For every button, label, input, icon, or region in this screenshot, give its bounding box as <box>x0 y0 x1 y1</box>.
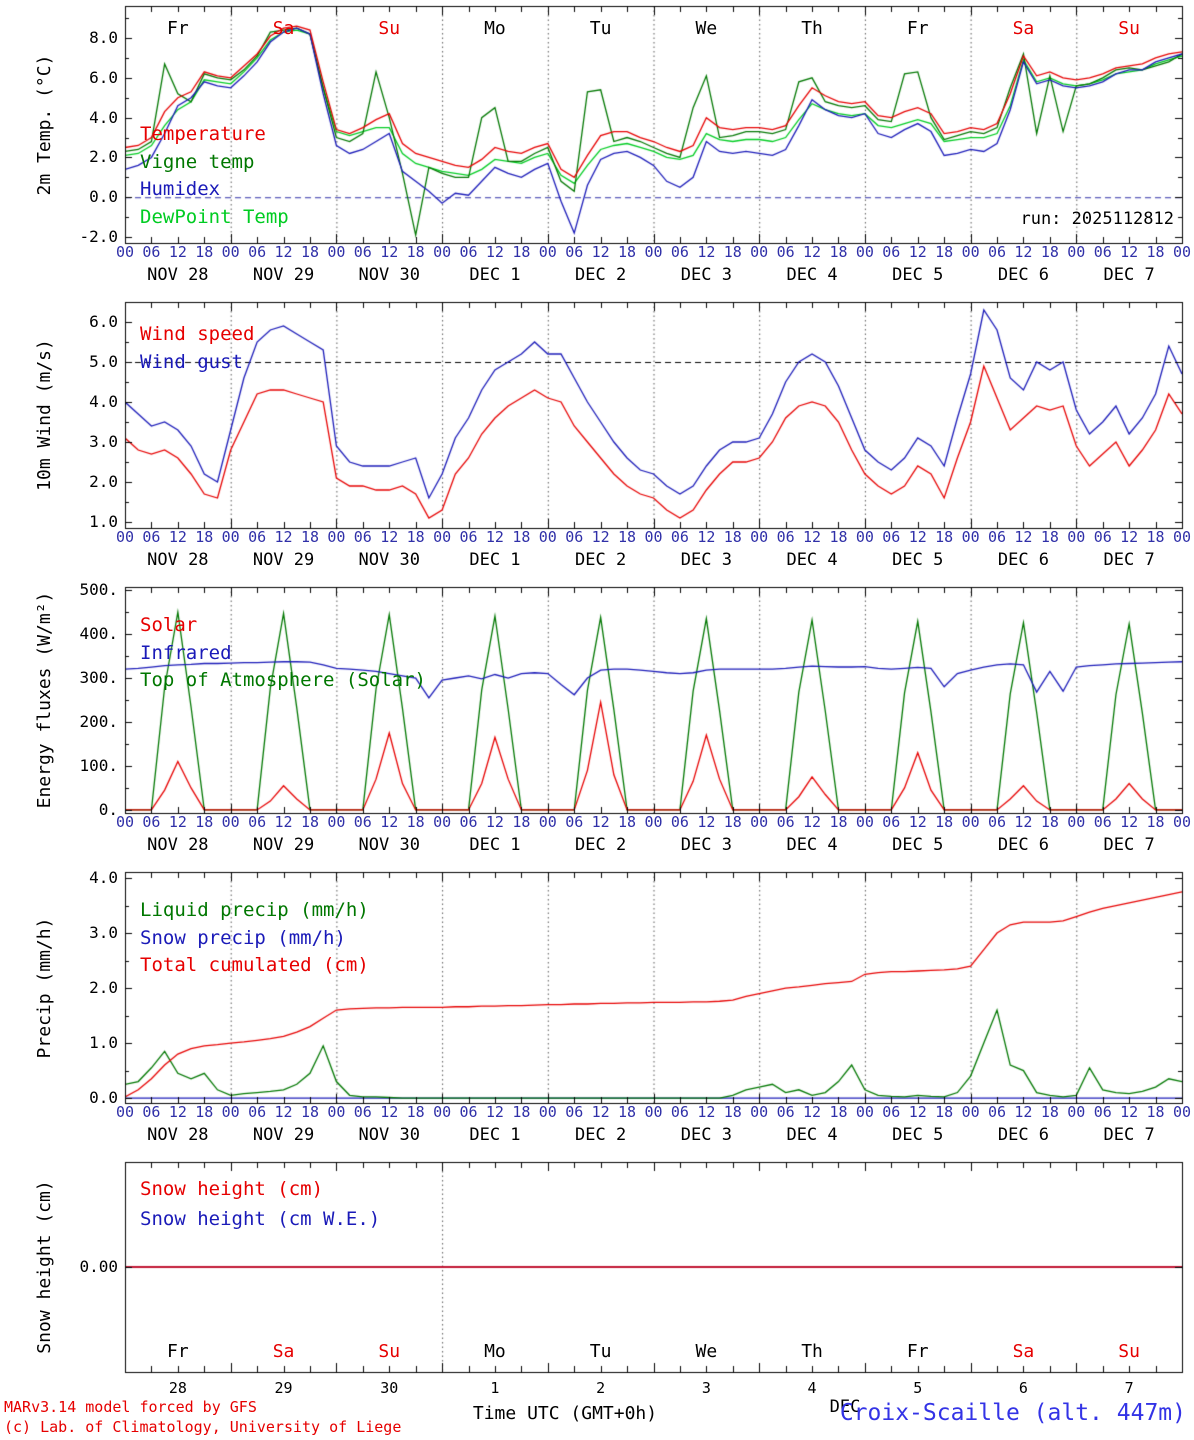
station-label: Croix-Scaille (alt. 447m) <box>839 1400 1186 1426</box>
month-label: DEC <box>829 1397 861 1417</box>
credit-line-2: (c) Lab. of Climatology, University of L… <box>4 1418 402 1436</box>
run-label: run: 2025112812 <box>1020 209 1174 229</box>
time-axis-label: Time UTC (GMT+0h) <box>472 1403 658 1424</box>
credit-line-1: MARv3.14 model forced by GFS <box>4 1398 257 1416</box>
